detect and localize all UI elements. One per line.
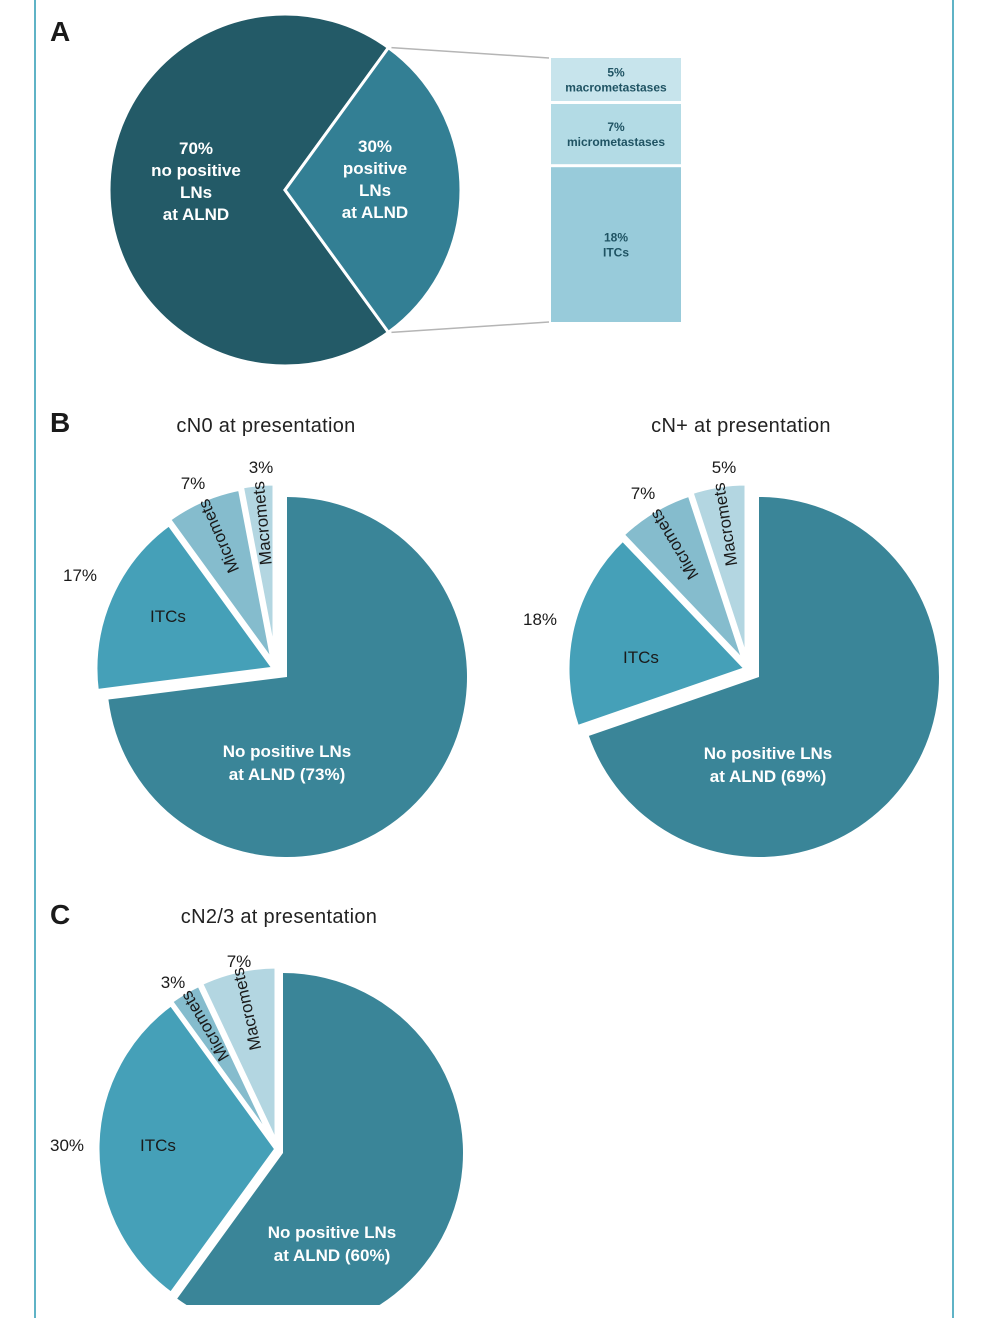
pie-slice-macro: [687, 480, 750, 664]
pie-chart-cn23: No positive LNs at ALND (60%)ITCsMicromet…: [50, 952, 463, 1305]
chart-title-cn23: cN2/3 at presentation: [181, 906, 377, 928]
pie-chart-a: 70% no positive LNs at ALND 30% positive LNs at…: [107, 12, 681, 368]
pie-slice-macro: [238, 480, 278, 664]
chart-title-cn0: cN0 at presentation: [176, 415, 355, 437]
pie-slice-macro: [197, 963, 280, 1148]
slice-pct-micro: 3%: [161, 973, 186, 992]
pie-chart-cnplus: No positive LNs at ALND (69%)ITCsMicromet…: [523, 458, 939, 858]
pie-slice-no-positive: [177, 973, 463, 1305]
pie-slice-itc: [94, 999, 281, 1299]
slice-label-itcs: ITCs: [150, 607, 186, 626]
pie-slice-no-positive: [108, 497, 467, 857]
connector-line-top: [391, 46, 550, 59]
pie-slice-no-positive: [588, 497, 939, 858]
chart-title-cnplus: cN+ at presentation: [651, 415, 831, 437]
slice-pct-micro: 7%: [181, 474, 206, 493]
slice-label-no-positive: No positive LNs at ALND (60%): [268, 1223, 396, 1265]
slice-label-no-positive: No positive LNs at ALND (69%): [704, 744, 832, 786]
slice-label-itcs: ITCs: [140, 1136, 176, 1155]
pie-slice-itc: [564, 535, 752, 732]
slice-pct-macro: 5%: [712, 458, 737, 477]
pie-slice-itc: [92, 519, 280, 695]
breakdown-box-macro-label: 5% macrometastases: [565, 66, 667, 95]
panel-label-c: C: [50, 899, 70, 930]
slice-pct-macro: 3%: [249, 458, 274, 477]
breakdown-box-macro: [551, 58, 681, 101]
slice-pct-micro: 7%: [631, 484, 656, 503]
figure-frame: [34, 0, 954, 1318]
breakdown-box-itc: [551, 167, 681, 322]
slice-label-no-positive: No positive LNs at ALND (73%): [223, 742, 351, 784]
pie-slice-positive: [283, 45, 463, 335]
slice-label-no-positive: 70% no positive LNs at ALND: [151, 139, 241, 224]
pie-chart-cn0: No positive LNs at ALND (73%)ITCsMicromet…: [63, 458, 467, 857]
slice-pct-itcs: 17%: [63, 566, 97, 585]
breakdown-box-micro-label: 7% micrometastases: [567, 120, 665, 149]
connector-line-bottom: [391, 321, 550, 334]
breakdown-box-micro: [551, 104, 681, 165]
slice-label-positive: 30% positive LNs at ALND: [342, 137, 408, 222]
slice-pct-macro: 7%: [227, 952, 252, 971]
breakdown-box-itc-label: 18% ITCs: [603, 231, 629, 260]
panel-label-b: B: [50, 407, 70, 438]
pie-slice-no-positive: [107, 12, 391, 368]
slice-label-itcs: ITCs: [623, 648, 659, 667]
slice-pct-itcs: 18%: [523, 610, 557, 629]
panel-label-a: A: [50, 16, 70, 47]
slice-pct-itcs: 30%: [50, 1136, 84, 1155]
